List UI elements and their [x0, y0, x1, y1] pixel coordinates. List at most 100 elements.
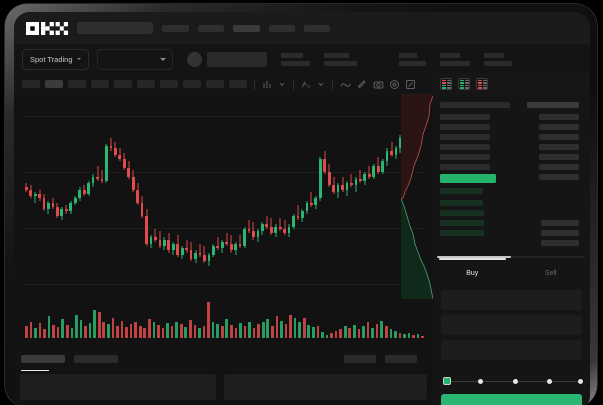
- orderbook-row[interactable]: [440, 164, 490, 170]
- volume-bar: [307, 325, 311, 338]
- orderbook-mode-bids-icon[interactable]: [458, 78, 470, 90]
- timeframe-button-7[interactable]: [160, 80, 178, 88]
- orderbook-row-value[interactable]: [527, 102, 579, 108]
- timeframe-button-3[interactable]: [68, 80, 86, 88]
- camera-snapshot-icon[interactable]: [373, 79, 384, 90]
- chart-settings-icon[interactable]: [389, 79, 400, 90]
- slider-step-75[interactable]: [547, 378, 552, 384]
- candle: [363, 94, 367, 294]
- candlestick-series: [14, 94, 433, 294]
- order-field-amount[interactable]: [441, 315, 582, 335]
- orderbook-row-value[interactable]: [539, 114, 579, 120]
- chevron-down-icon[interactable]: [278, 80, 286, 88]
- candle: [113, 94, 117, 294]
- chart-type-bars-icon[interactable]: [262, 79, 273, 90]
- nav-item-search[interactable]: [77, 22, 153, 34]
- candle: [394, 94, 398, 294]
- orderbook-mode-both-icon[interactable]: [440, 78, 452, 90]
- candle: [341, 94, 344, 294]
- timeframe-button-1[interactable]: [22, 80, 40, 88]
- slider-step-25[interactable]: [478, 378, 483, 384]
- timeframe-button-9[interactable]: [206, 80, 224, 88]
- orderbook-row[interactable]: [440, 124, 490, 130]
- candle: [359, 94, 362, 294]
- orderbook-row-highlighted[interactable]: [440, 174, 496, 183]
- orderbook-row[interactable]: [440, 134, 490, 140]
- timeframe-button-8[interactable]: [183, 80, 201, 88]
- orderbook-row-value[interactable]: [539, 144, 579, 150]
- candle: [136, 94, 139, 294]
- orderbook-row[interactable]: [440, 230, 484, 236]
- volume-bar: [216, 323, 219, 338]
- orderbook-row[interactable]: [440, 114, 490, 120]
- orderbook-row-value[interactable]: [541, 240, 579, 246]
- timeframe-button-2[interactable]: [45, 80, 63, 88]
- timeframe-button-6[interactable]: [137, 80, 155, 88]
- volume-bar: [398, 332, 402, 338]
- tab-sell[interactable]: Sell: [544, 269, 557, 277]
- orderbook-row-value[interactable]: [539, 174, 579, 180]
- order-field-price[interactable]: [441, 290, 582, 310]
- volume-bar: [403, 334, 406, 338]
- order-field-total[interactable]: [441, 340, 582, 360]
- volume-bar: [394, 330, 397, 338]
- orderbook-row-value[interactable]: [541, 220, 579, 226]
- nav-item-trade[interactable]: [162, 24, 189, 32]
- candle: [122, 94, 126, 294]
- timeframe-button-4[interactable]: [91, 80, 109, 88]
- orderbook-row[interactable]: [440, 200, 483, 206]
- volume-bar: [61, 319, 65, 338]
- orderbook-row-value[interactable]: [541, 230, 579, 236]
- orderbook-row[interactable]: [440, 154, 490, 160]
- orderbook-row[interactable]: [440, 210, 484, 216]
- orderbook-row[interactable]: [440, 188, 483, 194]
- slider-step-100[interactable]: [578, 378, 583, 384]
- orderbook-row-value[interactable]: [539, 124, 579, 130]
- ticker-stat-4-value: [439, 60, 470, 66]
- bottom-tab-open-orders[interactable]: [21, 355, 65, 371]
- nav-item-wallet[interactable]: [269, 24, 295, 32]
- chart-gridline: [22, 228, 425, 229]
- submit-buy-button[interactable]: [441, 394, 582, 405]
- fullscreen-icon[interactable]: [405, 79, 416, 90]
- volume-bar: [275, 316, 279, 338]
- nav-item-markets[interactable]: [198, 24, 224, 32]
- orderbook-row[interactable]: [440, 144, 490, 150]
- timeframe-button-10[interactable]: [229, 80, 247, 88]
- orderbook-row-value[interactable]: [539, 154, 579, 160]
- spot-trading-button[interactable]: Spot Trading: [22, 48, 89, 70]
- candle: [185, 94, 188, 294]
- candle: [296, 94, 300, 294]
- orderbook-row-value[interactable]: [539, 134, 579, 140]
- indicator-icon[interactable]: x: [301, 79, 312, 90]
- bottom-tab-order-history[interactable]: [74, 355, 118, 363]
- bottom-block-left[interactable]: [20, 374, 216, 400]
- volume-bar: [84, 326, 87, 338]
- nav-item-earn[interactable]: [233, 24, 260, 32]
- bottom-tab-action-1[interactable]: [344, 355, 376, 363]
- orderbook-mode-asks-icon[interactable]: [476, 78, 488, 90]
- orderbook-row[interactable]: [440, 102, 510, 108]
- candle: [220, 94, 224, 294]
- spot-trading-label: Spot Trading: [30, 54, 73, 64]
- orderbook-row[interactable]: [440, 220, 484, 226]
- pair-select-dropdown[interactable]: [96, 48, 173, 70]
- timeframe-button-5[interactable]: [114, 80, 132, 88]
- orderbook-row-value[interactable]: [539, 164, 579, 170]
- draw-pencil-icon[interactable]: [357, 79, 368, 90]
- slider-step-50[interactable]: [513, 378, 518, 384]
- amount-percent-slider[interactable]: [443, 376, 583, 386]
- line-style-icon[interactable]: [340, 79, 352, 90]
- tab-buy[interactable]: Buy: [433, 258, 512, 282]
- orderbook-scrollbar-thumb[interactable]: [437, 256, 511, 258]
- slider-handle[interactable]: [443, 377, 451, 385]
- candle: [292, 94, 295, 294]
- candle: [287, 94, 291, 294]
- chevron-down-icon[interactable]: [317, 80, 325, 88]
- price-chart-panel[interactable]: [14, 94, 433, 349]
- bottom-block-right[interactable]: [224, 374, 427, 400]
- okx-logo-icon[interactable]: [26, 21, 68, 35]
- bottom-tab-action-2[interactable]: [385, 355, 417, 363]
- nav-item-more[interactable]: [304, 24, 330, 32]
